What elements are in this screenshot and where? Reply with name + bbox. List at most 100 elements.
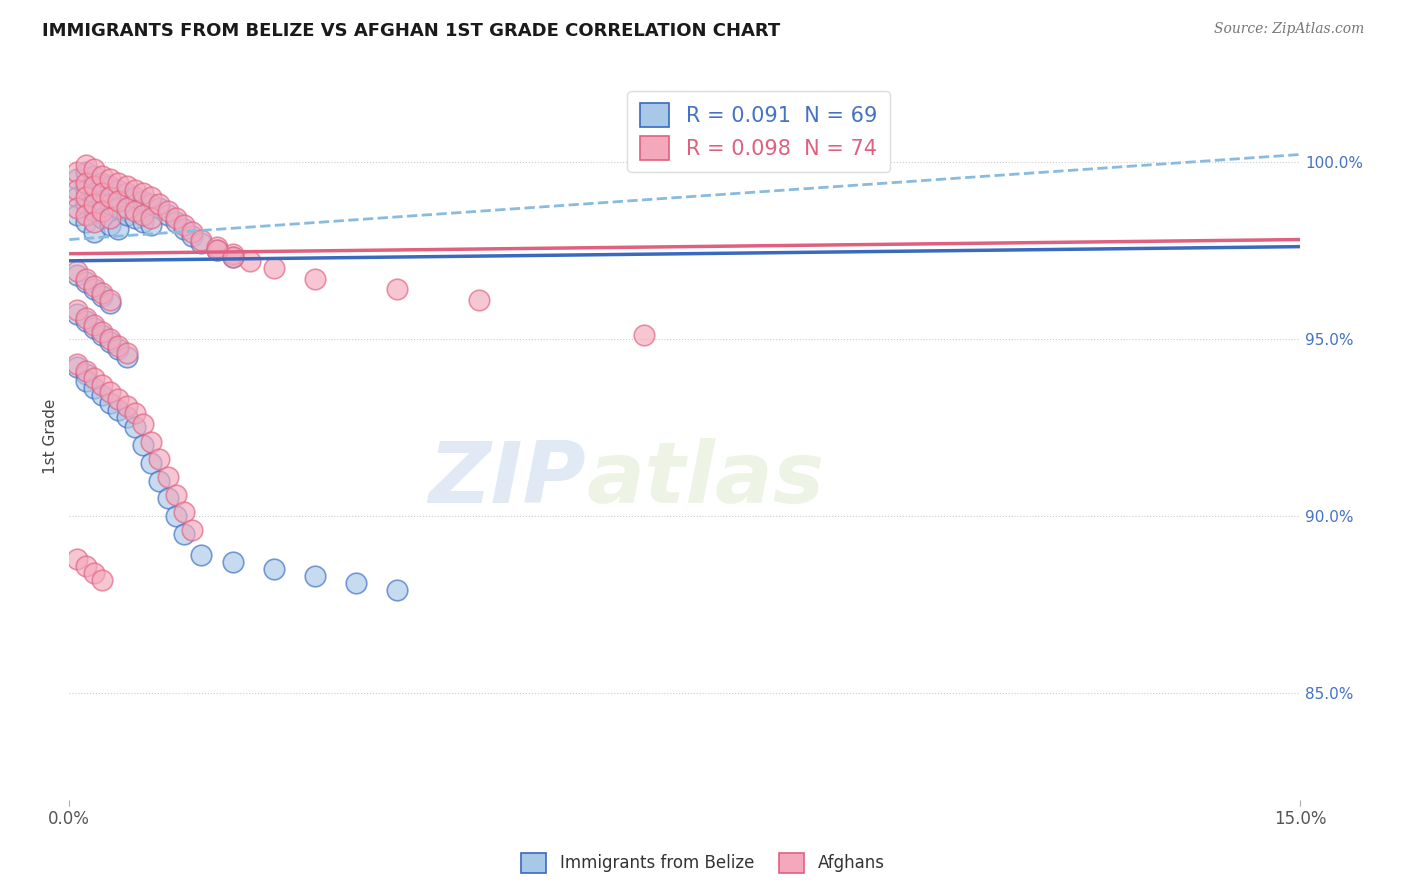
Y-axis label: 1st Grade: 1st Grade bbox=[44, 399, 58, 474]
Point bbox=[83, 161, 105, 176]
Point bbox=[66, 165, 89, 179]
Point bbox=[83, 169, 105, 183]
Point bbox=[83, 371, 105, 385]
Point bbox=[66, 307, 89, 321]
Point bbox=[222, 555, 245, 569]
Point bbox=[75, 158, 97, 172]
Point bbox=[91, 573, 114, 587]
Point bbox=[115, 186, 138, 201]
Point bbox=[91, 169, 114, 183]
Point bbox=[115, 208, 138, 222]
Point bbox=[91, 186, 114, 201]
Point bbox=[66, 551, 89, 566]
Text: atlas: atlas bbox=[586, 438, 824, 521]
Point bbox=[173, 222, 195, 236]
Point bbox=[83, 179, 105, 194]
Point bbox=[91, 211, 114, 226]
Point bbox=[173, 505, 195, 519]
Point bbox=[124, 420, 146, 434]
Point bbox=[387, 583, 409, 598]
Point bbox=[83, 204, 105, 219]
Point bbox=[75, 364, 97, 378]
Point bbox=[98, 219, 121, 233]
Point bbox=[124, 211, 146, 226]
Legend: R = 0.091  N = 69, R = 0.098  N = 74: R = 0.091 N = 69, R = 0.098 N = 74 bbox=[627, 91, 890, 172]
Point bbox=[263, 260, 285, 275]
Point bbox=[205, 243, 228, 257]
Point bbox=[66, 268, 89, 282]
Point bbox=[165, 211, 187, 226]
Point bbox=[304, 569, 326, 583]
Point bbox=[98, 179, 121, 194]
Point bbox=[148, 474, 170, 488]
Point bbox=[66, 264, 89, 278]
Point bbox=[124, 190, 146, 204]
Point bbox=[107, 194, 129, 208]
Point bbox=[141, 434, 163, 449]
Point bbox=[181, 523, 204, 537]
Point bbox=[107, 222, 129, 236]
Point bbox=[75, 271, 97, 285]
Point bbox=[66, 360, 89, 375]
Point bbox=[91, 194, 114, 208]
Point bbox=[132, 194, 155, 208]
Point bbox=[83, 226, 105, 240]
Point bbox=[107, 176, 129, 190]
Point bbox=[173, 526, 195, 541]
Point bbox=[124, 183, 146, 197]
Point bbox=[91, 377, 114, 392]
Point bbox=[190, 236, 212, 251]
Point bbox=[124, 406, 146, 420]
Point bbox=[75, 197, 97, 211]
Point bbox=[107, 392, 129, 406]
Point bbox=[75, 310, 97, 325]
Point bbox=[468, 293, 491, 307]
Point bbox=[75, 165, 97, 179]
Point bbox=[148, 201, 170, 215]
Point bbox=[91, 176, 114, 190]
Point bbox=[141, 211, 163, 226]
Point bbox=[181, 226, 204, 240]
Point bbox=[156, 208, 179, 222]
Point bbox=[222, 250, 245, 264]
Point bbox=[75, 275, 97, 289]
Point bbox=[633, 328, 655, 343]
Point bbox=[304, 271, 326, 285]
Legend: Immigrants from Belize, Afghans: Immigrants from Belize, Afghans bbox=[515, 847, 891, 880]
Point bbox=[83, 318, 105, 332]
Point bbox=[165, 215, 187, 229]
Point bbox=[91, 328, 114, 343]
Point bbox=[83, 215, 105, 229]
Point bbox=[91, 289, 114, 303]
Point bbox=[83, 197, 105, 211]
Point bbox=[98, 395, 121, 409]
Point bbox=[107, 402, 129, 417]
Point bbox=[115, 346, 138, 360]
Point bbox=[75, 314, 97, 328]
Point bbox=[91, 388, 114, 402]
Point bbox=[132, 438, 155, 452]
Point bbox=[98, 211, 121, 226]
Point bbox=[132, 417, 155, 431]
Text: IMMIGRANTS FROM BELIZE VS AFGHAN 1ST GRADE CORRELATION CHART: IMMIGRANTS FROM BELIZE VS AFGHAN 1ST GRA… bbox=[42, 22, 780, 40]
Point bbox=[115, 399, 138, 413]
Point bbox=[141, 197, 163, 211]
Point bbox=[141, 219, 163, 233]
Point bbox=[66, 183, 89, 197]
Point bbox=[222, 250, 245, 264]
Point bbox=[91, 325, 114, 339]
Point bbox=[222, 246, 245, 260]
Point bbox=[98, 296, 121, 310]
Point bbox=[141, 456, 163, 470]
Point bbox=[98, 172, 121, 186]
Point bbox=[156, 491, 179, 506]
Point bbox=[148, 452, 170, 467]
Point bbox=[181, 229, 204, 244]
Point bbox=[156, 470, 179, 484]
Point bbox=[107, 201, 129, 215]
Point bbox=[91, 285, 114, 300]
Point bbox=[156, 204, 179, 219]
Text: ZIP: ZIP bbox=[429, 438, 586, 521]
Point bbox=[98, 190, 121, 204]
Point bbox=[115, 179, 138, 194]
